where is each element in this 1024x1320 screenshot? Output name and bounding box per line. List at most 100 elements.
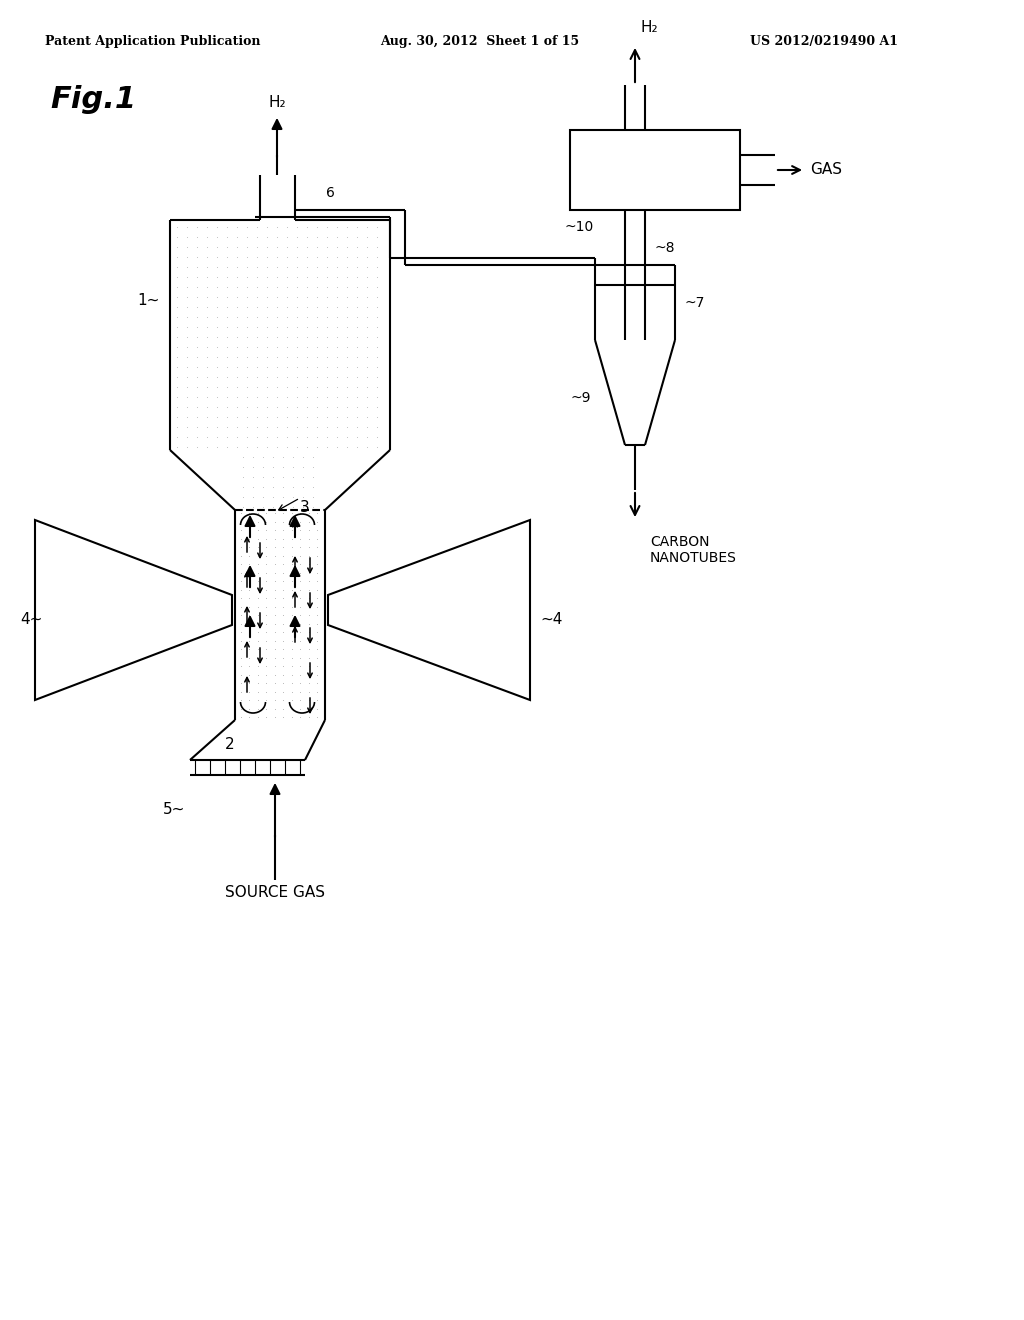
Point	[219, 297, 236, 318]
Point	[199, 227, 215, 248]
Point	[299, 416, 315, 437]
Point	[219, 276, 236, 297]
Point	[245, 477, 261, 498]
Point	[266, 587, 283, 609]
Point	[318, 326, 335, 347]
Point	[274, 477, 291, 498]
Point	[284, 673, 300, 694]
Point	[358, 407, 375, 428]
Point	[369, 337, 385, 358]
Point	[199, 256, 215, 277]
Point	[284, 545, 300, 566]
Point	[199, 437, 215, 458]
Point	[329, 356, 345, 378]
Point	[239, 256, 255, 277]
Point	[292, 562, 308, 583]
Point	[232, 570, 249, 591]
Point	[309, 356, 326, 378]
Point	[309, 306, 326, 327]
Point	[274, 698, 291, 719]
Point	[249, 297, 265, 318]
Point	[169, 346, 185, 367]
Point	[209, 256, 225, 277]
Point	[209, 236, 225, 257]
Point	[309, 656, 326, 677]
Point	[179, 387, 196, 408]
Polygon shape	[35, 520, 232, 700]
Point	[358, 286, 375, 308]
Point	[209, 337, 225, 358]
Point	[299, 337, 315, 358]
Point	[292, 503, 308, 524]
Point	[228, 286, 245, 308]
Point	[219, 286, 236, 308]
Point	[266, 698, 283, 719]
Point	[284, 511, 300, 532]
Point	[284, 647, 300, 668]
Point	[209, 437, 225, 458]
Point	[292, 639, 308, 660]
Point	[369, 297, 385, 318]
Point	[309, 396, 326, 417]
Point	[239, 317, 255, 338]
Point	[300, 528, 316, 549]
Point	[169, 317, 185, 338]
Point	[299, 346, 315, 367]
Point	[259, 286, 275, 308]
Point	[232, 656, 249, 677]
Point	[259, 236, 275, 257]
Text: Fig.1: Fig.1	[50, 84, 136, 114]
Point	[299, 426, 315, 447]
Point	[309, 297, 326, 318]
Point	[284, 554, 300, 576]
Point	[188, 387, 205, 408]
Text: Patent Application Publication: Patent Application Publication	[45, 36, 260, 48]
Point	[284, 562, 300, 583]
Point	[279, 367, 295, 388]
Point	[309, 376, 326, 397]
Point	[234, 457, 251, 478]
Point	[169, 216, 185, 238]
Point	[219, 376, 236, 397]
Point	[274, 496, 291, 517]
Point	[339, 356, 355, 378]
Point	[269, 267, 286, 288]
Text: H₂: H₂	[640, 20, 657, 36]
Text: H₂: H₂	[268, 95, 286, 110]
Point	[266, 631, 283, 652]
Point	[289, 276, 305, 297]
Text: 6: 6	[326, 186, 335, 201]
Point	[228, 326, 245, 347]
Point	[318, 367, 335, 388]
Point	[299, 376, 315, 397]
Point	[255, 477, 271, 498]
Point	[188, 306, 205, 327]
Point	[249, 437, 265, 458]
Point	[239, 346, 255, 367]
Point	[269, 376, 286, 397]
Point	[318, 256, 335, 277]
Point	[284, 605, 300, 626]
Point	[318, 236, 335, 257]
Point	[309, 587, 326, 609]
Point	[249, 267, 265, 288]
Point	[266, 690, 283, 711]
Point	[199, 337, 215, 358]
Point	[299, 227, 315, 248]
Point	[339, 317, 355, 338]
Point	[274, 511, 291, 532]
Point	[329, 306, 345, 327]
Point	[284, 579, 300, 601]
Point	[258, 545, 274, 566]
Point	[274, 528, 291, 549]
Point	[300, 614, 316, 635]
Point	[300, 681, 316, 702]
Point	[299, 236, 315, 257]
Point	[299, 247, 315, 268]
Point	[234, 477, 251, 498]
Point	[241, 537, 257, 558]
Point	[299, 276, 315, 297]
Point	[258, 614, 274, 635]
Point	[250, 520, 266, 541]
Point	[289, 247, 305, 268]
